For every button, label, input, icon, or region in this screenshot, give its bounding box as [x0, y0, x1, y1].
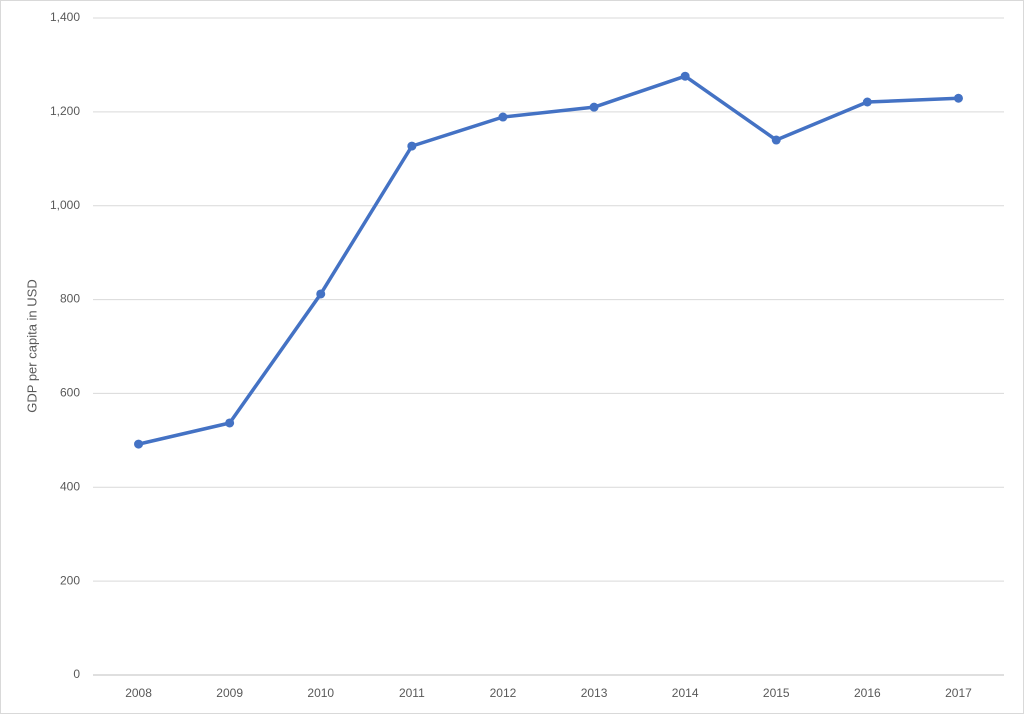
x-tick-label: 2014 — [672, 686, 699, 700]
x-tick-label: 2011 — [399, 686, 425, 700]
x-tick-label: 2009 — [216, 686, 243, 700]
data-point — [680, 71, 690, 81]
x-tick-label: 2015 — [763, 686, 790, 700]
x-tick-label: 2008 — [125, 686, 152, 700]
y-tick-label: 0 — [73, 667, 80, 681]
x-tick-label: 2017 — [945, 686, 972, 700]
x-tick-label: 2012 — [490, 686, 517, 700]
data-point — [589, 102, 599, 112]
x-tick-label: 2013 — [581, 686, 608, 700]
x-tick-label: 2010 — [307, 686, 334, 700]
data-point — [407, 141, 417, 151]
y-tick-label: 800 — [60, 292, 80, 306]
y-tick-label: 200 — [60, 573, 80, 587]
line-series — [138, 74, 959, 446]
x-tick-label: 2016 — [854, 686, 881, 700]
data-point — [498, 112, 508, 122]
data-point — [134, 439, 144, 449]
data-point — [316, 289, 326, 299]
y-tick-label: 1,200 — [50, 104, 80, 118]
y-tick-label: 1,000 — [50, 198, 80, 212]
data-point — [225, 418, 235, 428]
data-point — [771, 135, 781, 145]
y-axis-label: GDP per capita in USD — [24, 279, 39, 412]
data-point — [862, 97, 872, 107]
y-tick-label: 1,400 — [50, 10, 80, 24]
data-point — [953, 93, 963, 103]
y-tick-label: 400 — [60, 479, 80, 493]
y-tick-label: 600 — [60, 386, 80, 400]
